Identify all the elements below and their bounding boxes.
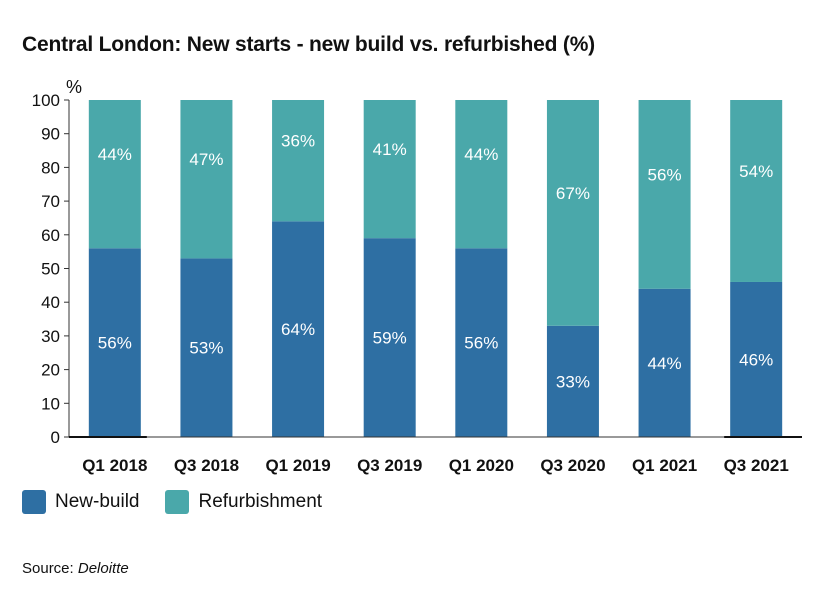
legend-swatch-new-build bbox=[22, 490, 46, 514]
legend-label-new-build: New-build bbox=[55, 491, 140, 512]
source-name: Deloitte bbox=[77, 560, 129, 577]
legend: New-build Refurbishment bbox=[22, 490, 348, 514]
data-label: 33% bbox=[556, 372, 590, 391]
x-category-label: Q3 2019 bbox=[357, 456, 422, 475]
bar-new-build bbox=[363, 238, 416, 437]
data-label: 41% bbox=[373, 140, 407, 159]
bar-new-build bbox=[88, 248, 141, 437]
y-tick-label: 70 bbox=[41, 192, 60, 211]
source-note: Source: Deloitte bbox=[22, 560, 129, 577]
y-tick-label: 0 bbox=[51, 428, 60, 447]
data-label: 64% bbox=[281, 320, 315, 339]
bar-refurbishment bbox=[180, 100, 233, 259]
y-tick-label: 90 bbox=[41, 125, 60, 144]
y-tick-label: 80 bbox=[41, 158, 60, 177]
data-label: 56% bbox=[98, 334, 132, 353]
legend-label-refurbishment: Refurbishment bbox=[198, 491, 323, 512]
x-category-label: Q1 2018 bbox=[82, 456, 147, 475]
x-category-label: Q1 2020 bbox=[449, 456, 514, 475]
bar-new-build bbox=[546, 325, 599, 437]
x-category-label: Q3 2021 bbox=[724, 456, 789, 475]
y-tick-label: 30 bbox=[41, 327, 60, 346]
bar-refurbishment bbox=[730, 100, 783, 282]
y-tick-label: 100 bbox=[32, 91, 60, 110]
legend-item-new-build: New-build bbox=[22, 490, 139, 514]
y-tick-label: 40 bbox=[41, 293, 60, 312]
y-tick-label: 60 bbox=[41, 226, 60, 245]
data-label: 44% bbox=[648, 354, 682, 373]
x-category-label: Q1 2021 bbox=[632, 456, 697, 475]
data-label: 47% bbox=[189, 150, 223, 169]
data-label: 56% bbox=[648, 165, 682, 184]
data-label: 46% bbox=[739, 350, 773, 369]
bar-new-build bbox=[180, 258, 233, 437]
bar-refurbishment bbox=[88, 100, 141, 249]
bar-new-build bbox=[730, 281, 783, 437]
bar-refurbishment bbox=[272, 100, 325, 222]
y-tick-label: 10 bbox=[41, 394, 60, 413]
data-label: 44% bbox=[98, 145, 132, 164]
bar-new-build bbox=[272, 221, 325, 437]
bar-refurbishment bbox=[363, 100, 416, 239]
bar-refurbishment bbox=[455, 100, 508, 249]
data-label: 44% bbox=[464, 145, 498, 164]
data-label: 56% bbox=[464, 334, 498, 353]
x-category-label: Q3 2020 bbox=[540, 456, 605, 475]
stacked-bar-chart: % 0 10 20 30 40 50 60 70 80 90 100 56% 44% Q1 2018 53% 4… bbox=[32, 77, 802, 475]
bar-refurbishment bbox=[638, 100, 691, 289]
bar-new-build bbox=[455, 248, 508, 437]
y-tick-label: 50 bbox=[41, 260, 60, 279]
y-axis-unit-label: % bbox=[66, 77, 82, 97]
bar-new-build bbox=[638, 288, 691, 437]
data-label: 59% bbox=[373, 329, 407, 348]
data-label: 53% bbox=[189, 339, 223, 358]
chart-title: Central London: New starts - new build v… bbox=[22, 33, 595, 56]
x-category-label: Q3 2018 bbox=[174, 456, 239, 475]
source-label: Source: bbox=[22, 560, 78, 577]
data-label: 54% bbox=[739, 162, 773, 181]
legend-item-refurbishment: Refurbishment bbox=[165, 490, 322, 514]
data-label: 36% bbox=[281, 132, 315, 151]
bar-refurbishment bbox=[546, 100, 599, 326]
legend-swatch-refurbishment bbox=[165, 490, 190, 514]
x-category-label: Q1 2019 bbox=[265, 456, 330, 475]
y-tick-label: 20 bbox=[41, 361, 60, 380]
data-label: 67% bbox=[556, 184, 590, 203]
